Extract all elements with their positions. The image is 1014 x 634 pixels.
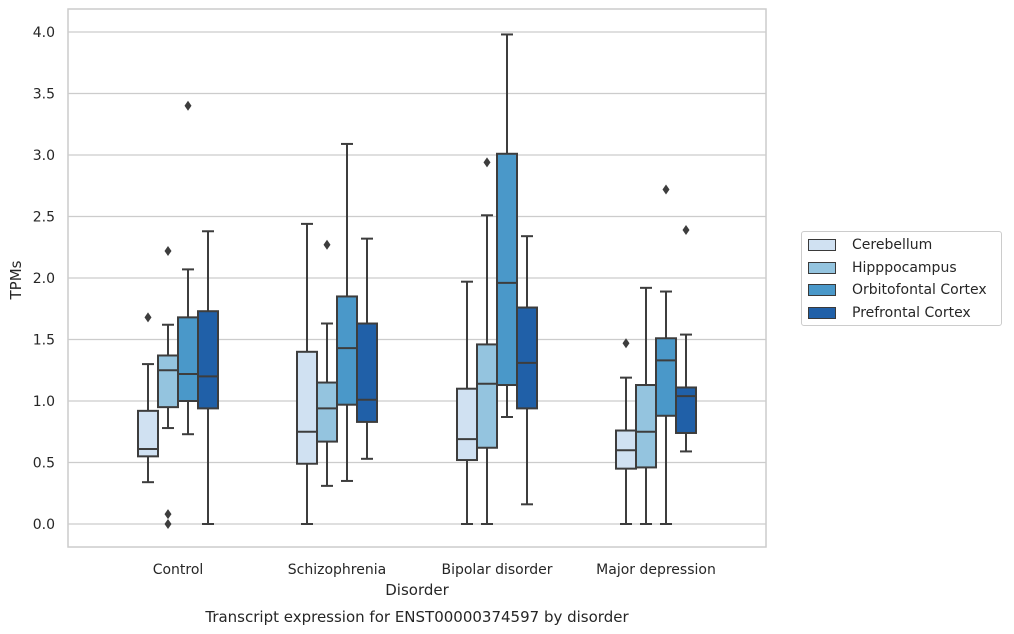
y-tick-label: 1.5 (33, 333, 55, 349)
y-tick-label: 0.0 (33, 517, 55, 533)
box (137, 409, 159, 458)
legend-swatch-prefrontal-cortex (808, 307, 836, 319)
y-axis-label: TPMs (7, 260, 25, 300)
box (336, 295, 358, 406)
legend-label: Orbitofontal Cortex (852, 282, 987, 298)
grid-lines (68, 31, 766, 525)
box (356, 322, 378, 423)
legend-item-prefrontal-cortex: Prefrontal Cortex (808, 303, 971, 323)
x-tick-label: Control (153, 562, 204, 578)
outlier-point (144, 312, 152, 323)
y-tick-label: 0.5 (33, 456, 55, 472)
series-3 (197, 225, 697, 525)
series-2 (177, 33, 677, 525)
box (157, 354, 179, 409)
box (456, 387, 478, 462)
outlier-point (682, 225, 690, 236)
y-tick-label: 1.0 (33, 394, 55, 410)
legend: Cerebellum Hipppocampus Orbitofontal Cor… (801, 231, 1002, 326)
outlier-point (622, 338, 630, 349)
legend-swatch-orbitofrontal-cortex (808, 284, 836, 296)
legend-swatch-cerebellum (808, 239, 836, 251)
outlier-point (662, 184, 670, 195)
x-axis-ticks: Control Schizophrenia Bipolar disorder Majo… (153, 562, 716, 578)
outlier-point (164, 519, 172, 529)
box (316, 381, 338, 443)
x-tick-label: Major depression (596, 562, 716, 578)
outlier-point (164, 245, 172, 256)
box (675, 386, 697, 434)
legend-swatch-hippocampus (808, 262, 836, 274)
x-tick-label: Schizophrenia (288, 562, 386, 578)
legend-label: Hipppocampus (852, 260, 957, 276)
y-tick-label: 3.5 (33, 87, 55, 103)
x-tick-label: Bipolar disorder (441, 562, 552, 578)
outlier-point (483, 157, 491, 168)
chart-caption: Transcript expression for ENST0000037459… (204, 608, 629, 626)
series-0 (137, 222, 637, 525)
box (296, 350, 318, 465)
legend-item-hippocampus: Hipppocampus (808, 258, 957, 278)
series-1 (157, 157, 657, 529)
y-tick-label: 4.0 (33, 25, 55, 41)
y-tick-label: 2.5 (33, 210, 55, 226)
x-axis-label: Disorder (385, 581, 449, 599)
outlier-point (184, 100, 192, 111)
box (496, 152, 518, 387)
box-plot-series (137, 33, 697, 529)
outlier-point (164, 509, 172, 520)
legend-label: Cerebellum (852, 237, 933, 253)
legend-item-orbitofrontal-cortex: Orbitofontal Cortex (808, 280, 987, 300)
y-axis-ticks: 0.0 0.5 1.0 1.5 2.0 2.5 3.0 3.5 4.0 (33, 25, 55, 533)
box (476, 343, 498, 449)
legend-label: Prefrontal Cortex (852, 305, 971, 321)
y-tick-label: 2.0 (33, 271, 55, 287)
box (177, 316, 199, 402)
box (516, 306, 538, 410)
y-tick-label: 3.0 (33, 148, 55, 164)
box (635, 384, 657, 469)
legend-item-cerebellum: Cerebellum (808, 235, 932, 255)
box (197, 310, 219, 410)
plot-frame (67, 8, 767, 548)
outlier-point (323, 239, 331, 250)
box (655, 337, 677, 417)
